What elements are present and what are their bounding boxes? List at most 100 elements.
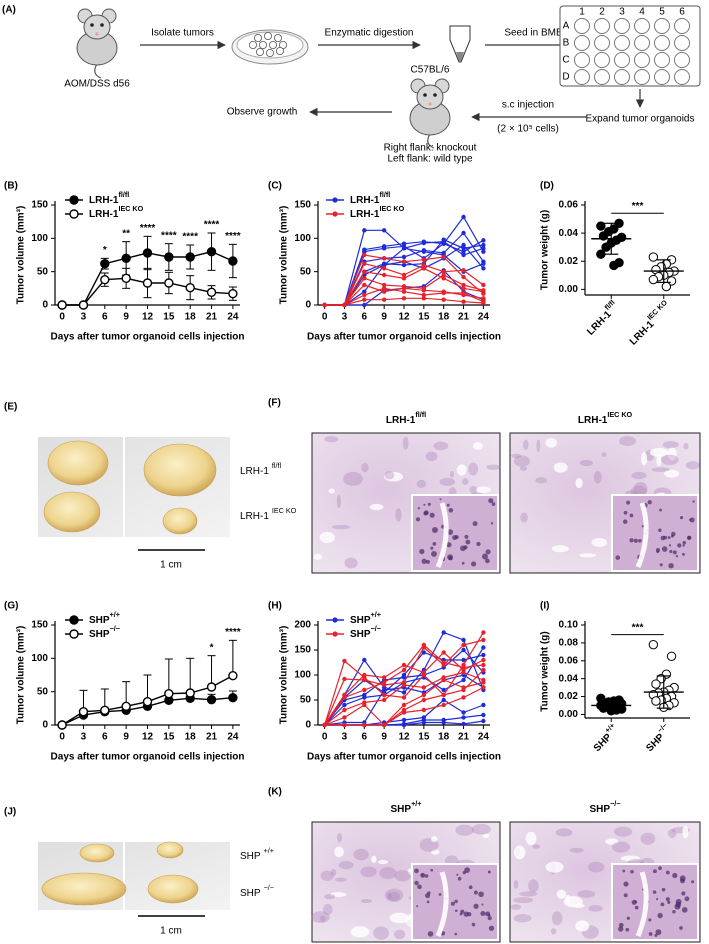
point — [362, 282, 367, 288]
step-label: s.c injection — [502, 100, 554, 111]
point — [322, 302, 327, 308]
tissue-texture — [324, 893, 336, 900]
step-label: AOM/DSS d56 — [64, 79, 130, 90]
point — [601, 242, 611, 252]
point — [481, 296, 486, 301]
inset-nucleus — [659, 508, 662, 512]
point — [461, 242, 466, 248]
point — [185, 688, 195, 698]
tissue-texture — [334, 846, 344, 858]
flank-label: Right flank: knockout — [384, 143, 477, 154]
point — [164, 278, 174, 288]
legend-label-base: SHP — [89, 615, 110, 626]
point — [401, 276, 407, 281]
inset-nucleus — [468, 885, 473, 890]
point — [481, 266, 486, 271]
inset-nucleus — [623, 881, 629, 887]
plate-well — [654, 18, 670, 34]
point — [362, 657, 367, 663]
tissue-texture — [577, 890, 596, 898]
point — [461, 286, 466, 291]
point — [441, 692, 446, 698]
plate-col-label: 1 — [579, 7, 585, 18]
tissue-texture — [520, 512, 528, 523]
inset-nucleus — [681, 906, 688, 913]
y-tick-label: 150 — [294, 200, 311, 211]
tissue-texture — [456, 464, 467, 476]
point — [481, 282, 486, 288]
legend-label-sup: +/+ — [110, 610, 120, 619]
point — [142, 278, 153, 288]
point — [381, 266, 387, 271]
inset-nucleus — [658, 866, 662, 871]
tissue-texture — [334, 877, 347, 882]
inset-nucleus — [487, 870, 491, 874]
tissue-texture — [344, 557, 358, 569]
inset-nucleus — [430, 546, 434, 550]
significance-label: **** — [204, 220, 220, 231]
inset-nucleus — [485, 558, 490, 564]
plate-well — [654, 69, 670, 85]
point — [441, 650, 446, 655]
point — [121, 701, 131, 712]
tissue-texture — [551, 545, 569, 553]
inset-nucleus — [674, 903, 681, 910]
point — [362, 276, 367, 281]
tumor-piece — [268, 41, 277, 50]
y-tick-label: 100 — [31, 653, 48, 664]
plate-well — [614, 52, 630, 68]
inset-nucleus — [661, 546, 668, 552]
tissue-texture — [384, 888, 404, 903]
inset-nucleus — [447, 529, 454, 536]
point — [362, 687, 367, 693]
inset-nucleus — [684, 896, 690, 902]
tube — [449, 25, 471, 63]
inset-nucleus — [462, 870, 467, 875]
tissue-texture — [337, 833, 342, 843]
plate-row-label: D — [562, 72, 569, 83]
panel-label: (B) — [4, 181, 18, 192]
inset-nucleus — [626, 500, 631, 505]
tissue-texture — [336, 495, 341, 509]
tumor-piece — [263, 32, 272, 41]
point — [401, 262, 407, 268]
y-axis-label: Tumor volume (mm³) — [279, 626, 290, 725]
point — [401, 710, 407, 715]
legend-label-sup: +/+ — [371, 610, 381, 619]
legend-marker — [69, 629, 79, 639]
inset-nucleus — [634, 905, 639, 910]
tissue-texture — [513, 897, 534, 904]
point — [185, 282, 195, 293]
scale-label: 1 cm — [160, 926, 182, 937]
inset-nucleus — [478, 891, 484, 898]
inset-nucleus — [471, 922, 476, 927]
inset-nucleus — [672, 909, 676, 914]
x-tick-label: 6 — [102, 732, 108, 743]
inset-nucleus — [473, 903, 479, 909]
point — [381, 256, 387, 261]
point — [481, 238, 486, 243]
tumor — [162, 507, 198, 535]
point — [648, 274, 659, 285]
histology-title-sup: −/− — [610, 799, 620, 808]
inset-nucleus — [488, 925, 495, 931]
point — [342, 702, 347, 708]
point — [461, 290, 466, 296]
x-tick-label: 12 — [142, 732, 154, 743]
tissue-texture — [536, 439, 541, 452]
point — [461, 214, 466, 220]
plate-well — [634, 18, 650, 34]
tissue-texture — [605, 838, 619, 845]
point — [441, 272, 446, 278]
inset-nucleus — [671, 531, 676, 537]
tissue-texture — [320, 915, 326, 922]
inset-nucleus — [692, 500, 695, 503]
inset-nucleus — [487, 913, 491, 917]
inset-nucleus — [446, 542, 452, 548]
inset-nucleus — [446, 503, 450, 507]
x-axis-label: Days after tumor organoid cells injectio… — [51, 752, 245, 763]
inset-gland — [435, 502, 449, 568]
point — [421, 697, 427, 703]
point — [381, 697, 387, 703]
sample-label: LRH-1 IEC KO — [240, 506, 297, 521]
